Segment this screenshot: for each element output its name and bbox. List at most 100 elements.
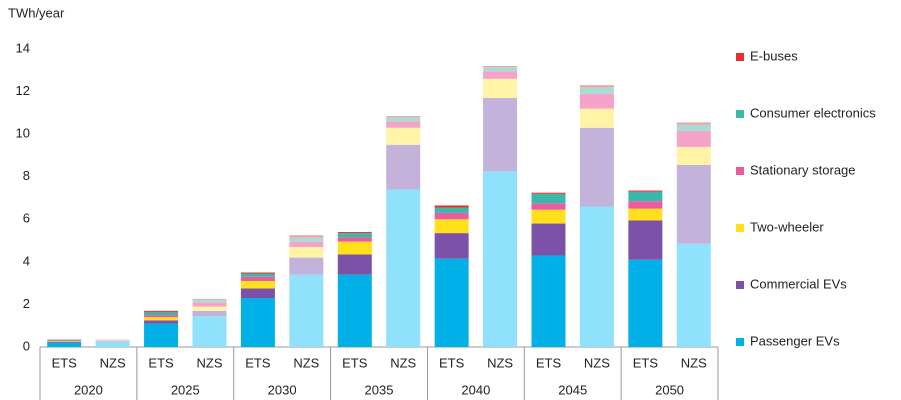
y-tick-label: 14 — [16, 40, 30, 55]
bar-segment — [95, 341, 130, 342]
y-tick-label: 10 — [16, 126, 30, 141]
bar-segment — [579, 93, 614, 109]
bar-segment — [434, 205, 469, 208]
x-tick-label: NZS — [293, 355, 319, 370]
bar-segment — [192, 302, 227, 307]
x-tick-label: ETS — [633, 355, 659, 370]
bar-segment — [289, 274, 324, 347]
bar-segment — [47, 341, 82, 343]
x-tick-label: NZS — [100, 355, 126, 370]
bar-segment — [483, 171, 518, 347]
bar-segment — [628, 191, 663, 202]
bar-segment — [289, 257, 324, 275]
bar-segment — [483, 97, 518, 172]
bar-segment — [628, 259, 663, 347]
bar-segment — [579, 87, 614, 94]
bar-segment — [192, 310, 227, 317]
y-tick-label: 2 — [23, 296, 30, 311]
x-tick-label: NZS — [197, 355, 223, 370]
bar-segment — [337, 232, 372, 234]
bar-segment — [144, 310, 179, 312]
x-tick-label: ETS — [52, 355, 78, 370]
bar-segment — [289, 246, 324, 258]
y-tick-label: 4 — [23, 253, 30, 268]
y-tick-label: 0 — [23, 338, 30, 353]
bar-segment — [628, 220, 663, 260]
y-tick-label: 6 — [23, 211, 30, 226]
legend-swatch — [736, 224, 744, 232]
group-label: 2045 — [558, 382, 587, 397]
bar-segment — [192, 306, 227, 311]
bar-segment — [240, 273, 275, 277]
x-tick-label: NZS — [487, 355, 513, 370]
bar-segment — [676, 124, 711, 131]
bar-segment — [434, 233, 469, 259]
bar-segment — [337, 274, 372, 347]
bar-segment — [676, 165, 711, 244]
bar-segment — [289, 237, 324, 242]
legend-swatch — [736, 53, 744, 61]
bar-segment — [47, 340, 82, 342]
legend-label: Two-wheeler — [750, 219, 824, 234]
bar-segment — [386, 121, 421, 128]
legend-label: Stationary storage — [750, 162, 856, 177]
bar-segment — [47, 341, 82, 342]
y-axis-label: TWh/year — [8, 5, 65, 20]
bar-segment — [483, 78, 518, 98]
bar-segment — [144, 323, 179, 347]
group-label: 2050 — [655, 382, 684, 397]
bar-segment — [386, 116, 421, 118]
bar-segment — [531, 223, 566, 256]
group-label: 2035 — [365, 382, 394, 397]
bar-segment — [240, 272, 275, 274]
bar-segment — [676, 146, 711, 166]
group-label: 2030 — [268, 382, 297, 397]
bar-segment — [676, 130, 711, 147]
bar-segment — [386, 144, 421, 190]
bar-segment — [386, 127, 421, 145]
x-tick-label: NZS — [584, 355, 610, 370]
bar-segment — [47, 342, 82, 347]
x-tick-label: NZS — [681, 355, 707, 370]
bar-segment — [579, 206, 614, 347]
legend-label: Consumer electronics — [750, 105, 876, 120]
bar-segment — [144, 317, 179, 321]
x-tick-label: ETS — [536, 355, 562, 370]
bar-segment — [434, 258, 469, 347]
bar-segment — [434, 212, 469, 220]
bar-segment — [240, 281, 275, 289]
bar-segment — [337, 233, 372, 238]
legend-swatch — [736, 338, 744, 346]
bar-segment — [144, 320, 179, 324]
bar-segment — [337, 241, 372, 255]
y-tick-label: 12 — [16, 83, 30, 98]
bar-segment — [386, 117, 421, 122]
bar-segment — [337, 237, 372, 242]
bar-segment — [240, 276, 275, 282]
x-tick-label: NZS — [390, 355, 416, 370]
group-label: 2020 — [74, 382, 103, 397]
legend-label: E-buses — [750, 48, 798, 63]
y-tick-label: 8 — [23, 168, 30, 183]
bar-segment — [289, 241, 324, 247]
legend-label: Commercial EVs — [750, 276, 847, 291]
bar-segment — [531, 192, 566, 194]
bar-segment — [144, 311, 179, 316]
bar-segment — [192, 316, 227, 347]
bar-segment — [337, 254, 372, 275]
legend-swatch — [736, 167, 744, 175]
bar-segment — [531, 255, 566, 347]
x-tick-label: ETS — [148, 355, 174, 370]
x-tick-label: ETS — [342, 355, 368, 370]
bar-segment — [531, 203, 566, 210]
bar-segment — [579, 127, 614, 207]
bar-segment — [47, 339, 82, 341]
bar-segment — [192, 299, 227, 301]
bar-segment — [628, 208, 663, 221]
bar-segment — [95, 341, 130, 347]
bar-segment — [483, 71, 518, 79]
bar-segment — [531, 209, 566, 224]
bar-segment — [434, 207, 469, 213]
bar-segment — [192, 300, 227, 303]
